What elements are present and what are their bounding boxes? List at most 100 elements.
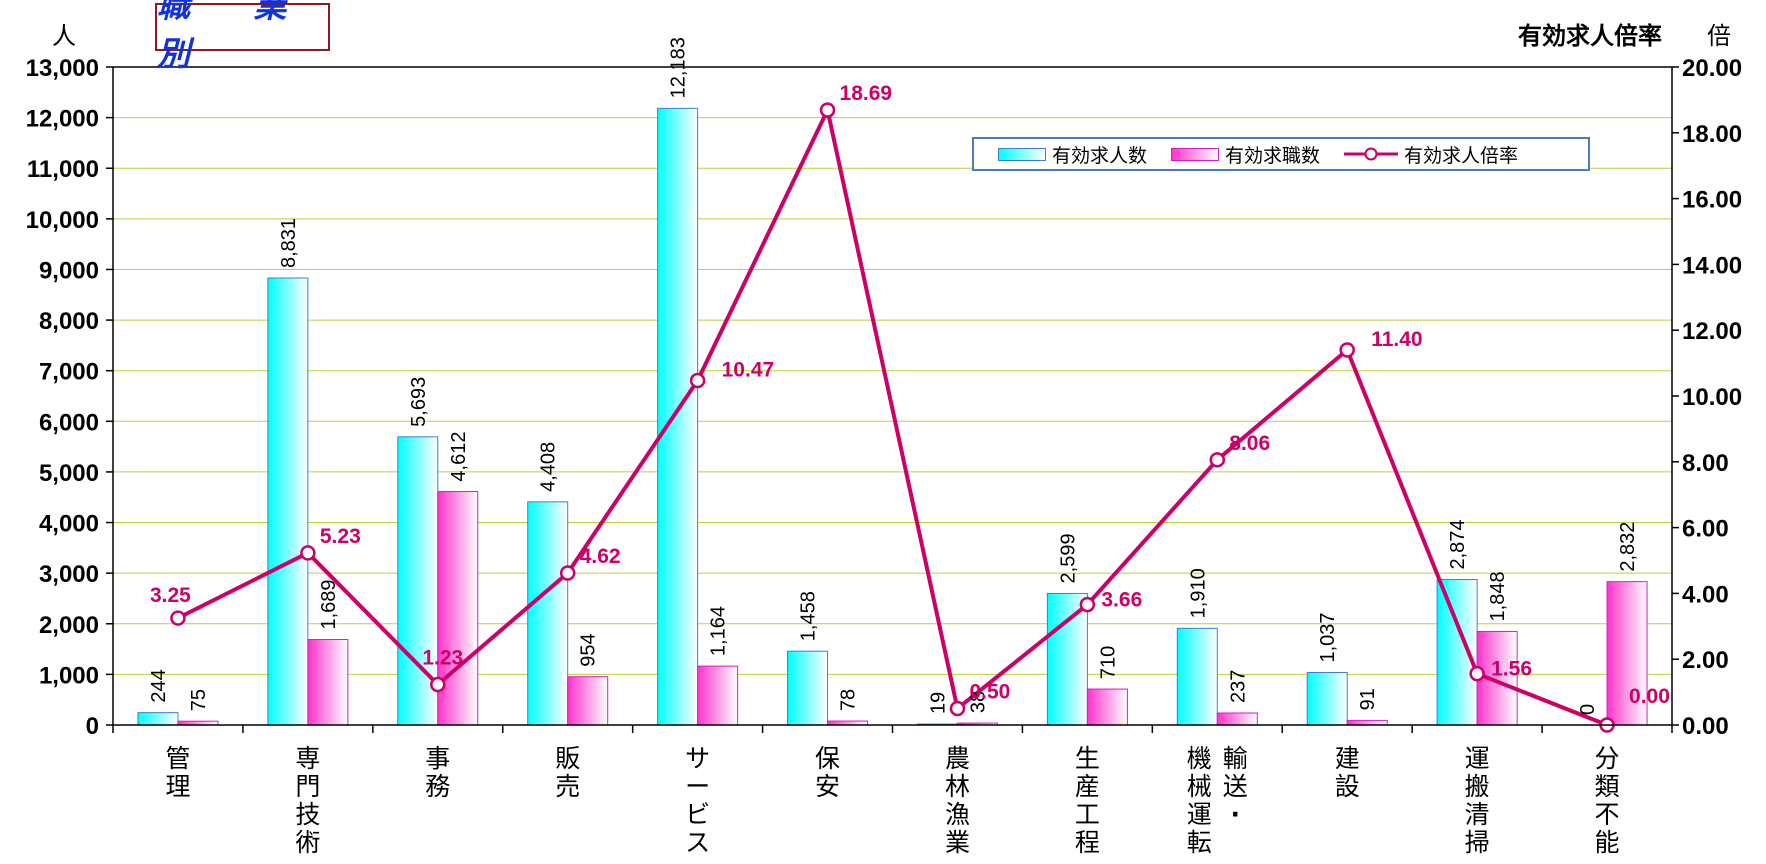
x-axis-category-char: 安 xyxy=(815,772,840,801)
right-axis-tick-label: 18.00 xyxy=(1682,121,1742,148)
bar-value-label-job-seekers: 1,164 xyxy=(708,606,730,656)
bar-value-label-job-seekers: 38 xyxy=(967,691,989,713)
right-axis-tick-label: 10.00 xyxy=(1682,384,1742,411)
right-axis-tick-label: 8.00 xyxy=(1682,450,1729,477)
left-axis-unit: 人 xyxy=(52,22,76,50)
bar-value-label-job-offers: 1,458 xyxy=(798,591,820,641)
left-axis-tick-label: 2,000 xyxy=(39,612,99,639)
x-axis-category-char: 務 xyxy=(425,772,450,801)
x-axis-category-char: 分 xyxy=(1595,744,1620,773)
legend-label-job-seekers: 有効求職数 xyxy=(1225,144,1321,167)
bar-value-label-job-offers: 5,693 xyxy=(408,377,430,427)
x-axis-category-char: サ xyxy=(685,744,710,773)
x-axis-category-char: 械 xyxy=(1187,772,1212,801)
bar-value-label-job-offers: 2,874 xyxy=(1447,519,1469,569)
left-axis-tick-label: 3,000 xyxy=(39,561,99,588)
legend-swatch-line xyxy=(1344,147,1399,161)
ratio-value-label: 4.62 xyxy=(580,545,621,568)
bar-value-label-job-offers: 19 xyxy=(927,692,949,714)
bar-value-label-job-offers: 1,037 xyxy=(1317,612,1339,662)
bar-job-offers xyxy=(137,712,179,726)
x-axis-category-char: 管 xyxy=(165,744,190,773)
legend: 有効求人数 有効求職数 有効求人倍率 xyxy=(972,137,1590,171)
x-axis-category-char: ビ xyxy=(685,800,710,829)
ratio-point xyxy=(300,545,316,561)
left-axis-tick-label: 13,000 xyxy=(26,55,99,82)
x-axis-category-char: 設 xyxy=(1335,772,1360,801)
bar-value-label-job-offers: 2,599 xyxy=(1057,533,1079,583)
bar-value-label-job-seekers: 710 xyxy=(1097,646,1119,679)
ratio-point xyxy=(1469,665,1485,682)
bar-job-offers xyxy=(657,107,699,726)
bar-value-label-job-seekers: 954 xyxy=(578,633,600,666)
bar-job-seekers xyxy=(1606,581,1648,726)
ratio-value-label: 10.47 xyxy=(722,359,775,382)
ratio-point xyxy=(559,565,576,581)
left-axis-tick-label: 7,000 xyxy=(39,359,99,386)
x-axis-category-char: 転 xyxy=(1187,828,1212,857)
bar-value-label-job-seekers: 4,612 xyxy=(448,431,470,481)
x-axis-category-char: 工 xyxy=(1075,800,1100,829)
ratio-value-label: 0.50 xyxy=(969,681,1010,704)
left-axis-tick-label: 6,000 xyxy=(39,409,99,436)
x-axis-category-char: 理 xyxy=(165,772,190,801)
x-axis-category-char: 売 xyxy=(555,772,580,801)
ratio-value-label: 18.69 xyxy=(840,82,893,105)
x-axis-category-char: 事 xyxy=(425,744,450,773)
bar-value-label-job-offers: 4,408 xyxy=(538,442,560,492)
right-axis-tick-label: 4.00 xyxy=(1682,581,1729,608)
x-axis-category-char: 術 xyxy=(295,828,320,857)
ratio-value-label: 3.66 xyxy=(1101,589,1142,612)
bar-value-label-job-offers: 244 xyxy=(148,669,170,702)
bar-job-offers xyxy=(267,277,309,726)
bar-job-seekers xyxy=(567,676,609,726)
ratio-value-label: 1.23 xyxy=(422,647,463,670)
bar-job-seekers xyxy=(1216,712,1258,726)
x-axis-category-char: 清 xyxy=(1465,800,1490,829)
x-axis-category-char: 搬 xyxy=(1465,772,1490,801)
x-axis-category-char: 掃 xyxy=(1465,828,1490,857)
left-axis-tick-label: 11,000 xyxy=(27,156,99,183)
x-axis-category-char: 産 xyxy=(1075,772,1100,801)
ratio-line-series xyxy=(170,102,1615,733)
x-axis-category-char: 能 xyxy=(1595,828,1620,857)
axes: 0 1,000 2,000 3,000 4,000 5,000 6,000 7,000 8,00… xyxy=(26,55,1742,740)
chart-title-box: 職 業 別 xyxy=(155,0,330,73)
ratio-value-label: 1.56 xyxy=(1491,658,1532,681)
bar-value-label-job-offers: 8,831 xyxy=(278,218,300,268)
chart-title: 職 業 別 xyxy=(157,0,313,73)
ratio-point xyxy=(1209,452,1226,468)
x-axis-category-char: 専 xyxy=(295,744,320,773)
x-axis-category-char: 販 xyxy=(555,744,580,773)
ratio-point xyxy=(170,610,186,626)
x-axis-category-char: 輸 xyxy=(1223,744,1248,773)
left-axis-tick-label: 1,000 xyxy=(39,662,99,689)
x-axis-category-char: 保 xyxy=(815,744,840,773)
left-axis-tick-label: 5,000 xyxy=(39,460,99,487)
bar-job-offers xyxy=(527,501,569,726)
bar-value-label-job-seekers: 75 xyxy=(188,689,210,711)
ratio-value-label: 5.23 xyxy=(320,525,361,548)
bar-value-label-job-offers: 12,183 xyxy=(668,37,690,98)
legend-label-job-offers: 有効求人数 xyxy=(1052,144,1148,167)
x-axis-category-char: 送 xyxy=(1223,772,1248,801)
right-axis-tick-label: 20.00 xyxy=(1682,55,1742,82)
left-axis-tick-label: 4,000 xyxy=(39,511,99,538)
ratio-point xyxy=(1079,596,1096,613)
x-axis-category-char: 農 xyxy=(945,744,970,773)
bar-value-label-job-seekers: 1,689 xyxy=(318,579,340,629)
left-axis-tick-label: 0 xyxy=(86,713,99,740)
x-axis-category-char: 生 xyxy=(1075,744,1100,773)
legend-swatch-magenta xyxy=(1171,147,1220,161)
bar-value-label-job-offers: 1,910 xyxy=(1187,568,1209,618)
right-axis-tick-label: 6.00 xyxy=(1682,516,1729,543)
ratio-value-label: 11.40 xyxy=(1371,328,1422,351)
ratio-point xyxy=(949,700,966,717)
ratio-value-label: 8.06 xyxy=(1229,432,1270,455)
bar-job-seekers xyxy=(697,665,739,726)
bar-job-offers xyxy=(1046,592,1088,726)
ratio-point xyxy=(1339,342,1355,358)
bar-job-offers xyxy=(1176,627,1218,726)
bar-series xyxy=(137,107,1648,726)
ratio-point xyxy=(430,676,446,693)
